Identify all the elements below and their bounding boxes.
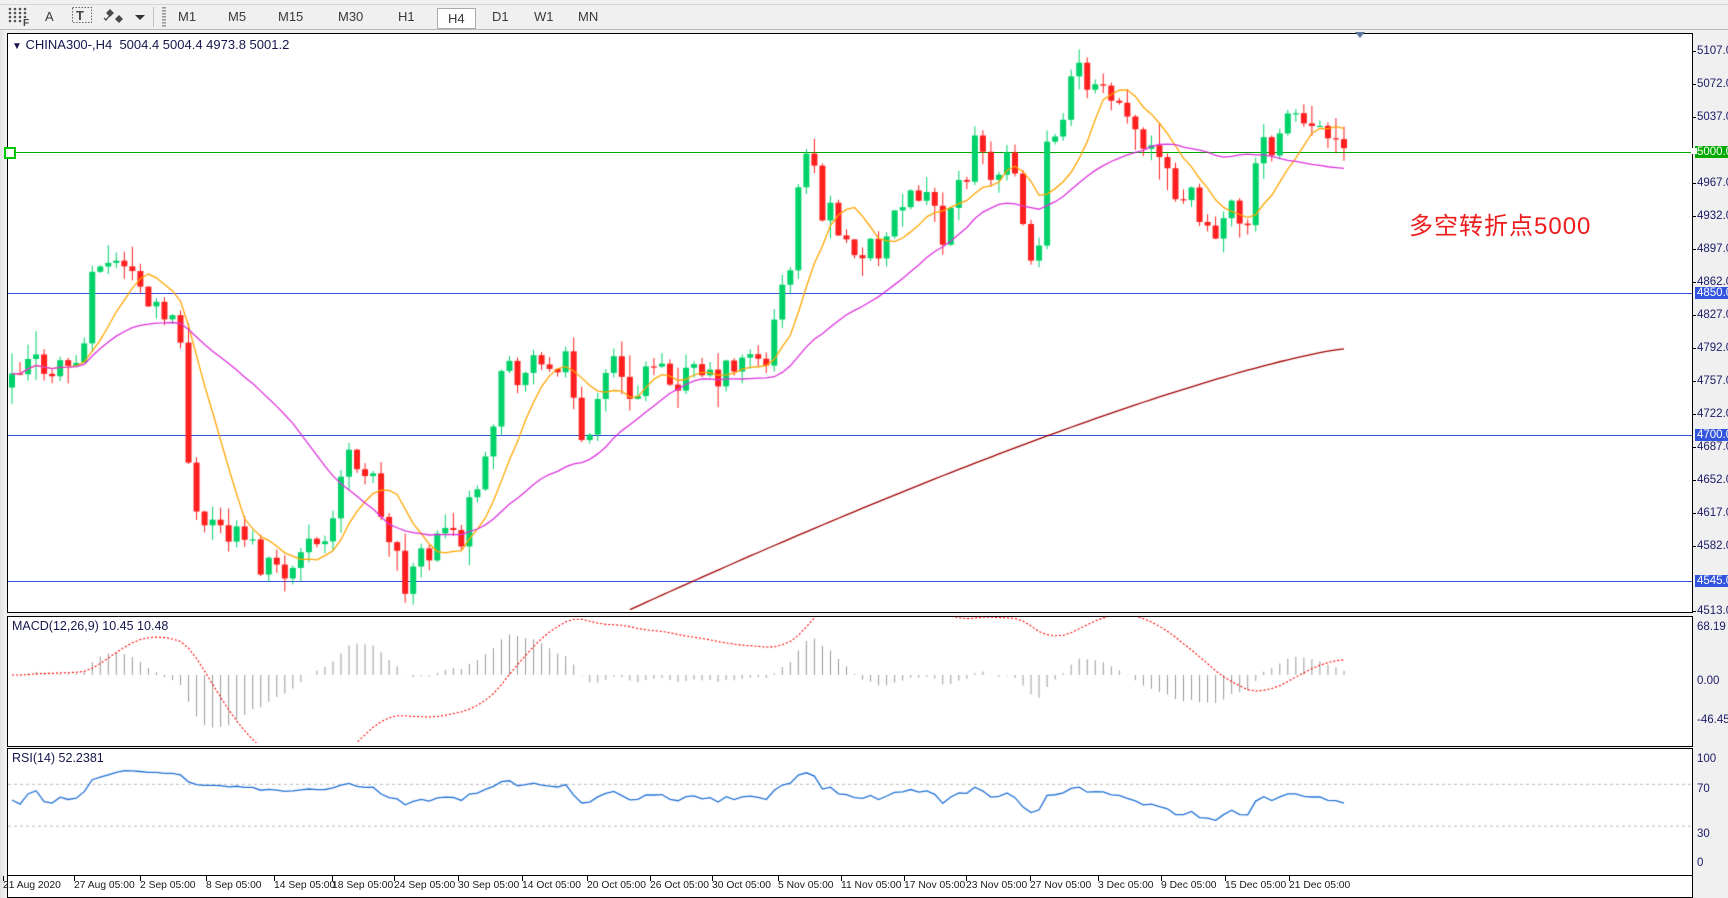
svg-text:F: F <box>23 18 29 27</box>
svg-text:T: T <box>76 8 84 23</box>
